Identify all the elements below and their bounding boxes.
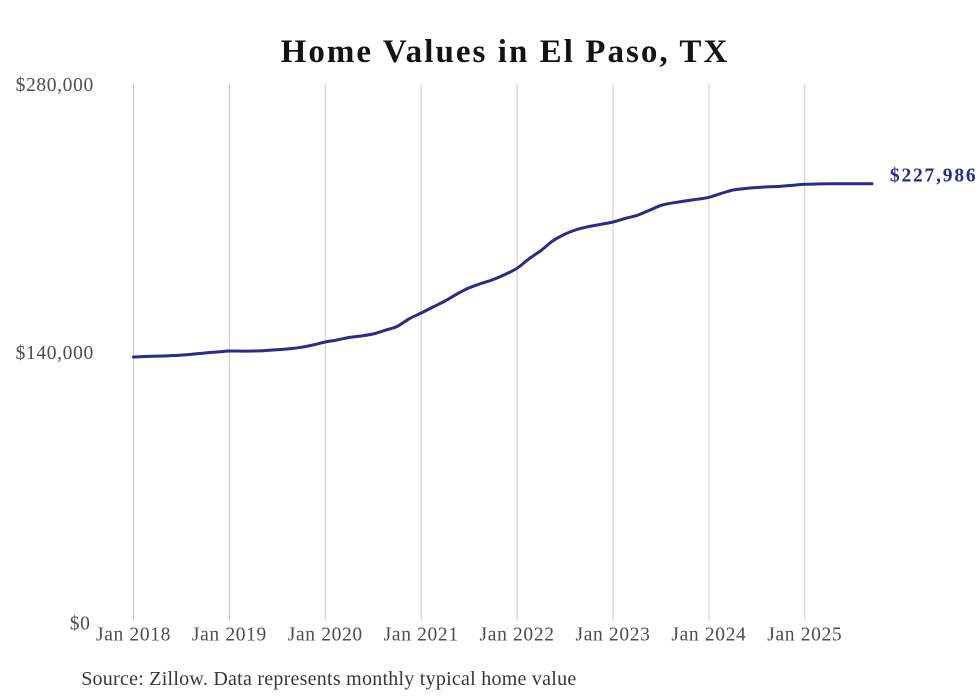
svg-text:Home Values in El Paso, TX: Home Values in El Paso, TX [281, 34, 730, 70]
svg-text:$227,986: $227,986 [890, 166, 978, 187]
svg-text:Source: Zillow. Data represent: Source: Zillow. Data represents monthly … [81, 668, 576, 690]
svg-text:Jan 2025: Jan 2025 [767, 624, 842, 645]
svg-text:Jan 2018: Jan 2018 [96, 624, 171, 645]
svg-text:Jan 2024: Jan 2024 [671, 624, 746, 645]
svg-text:$140,000: $140,000 [16, 343, 94, 364]
svg-text:Jan 2020: Jan 2020 [288, 624, 363, 645]
svg-text:$280,000: $280,000 [16, 75, 94, 96]
svg-text:Jan 2019: Jan 2019 [192, 624, 267, 645]
svg-text:Jan 2021: Jan 2021 [384, 624, 459, 645]
svg-text:$0: $0 [70, 613, 91, 634]
svg-text:Jan 2022: Jan 2022 [480, 624, 555, 645]
svg-text:Jan 2023: Jan 2023 [575, 624, 650, 645]
